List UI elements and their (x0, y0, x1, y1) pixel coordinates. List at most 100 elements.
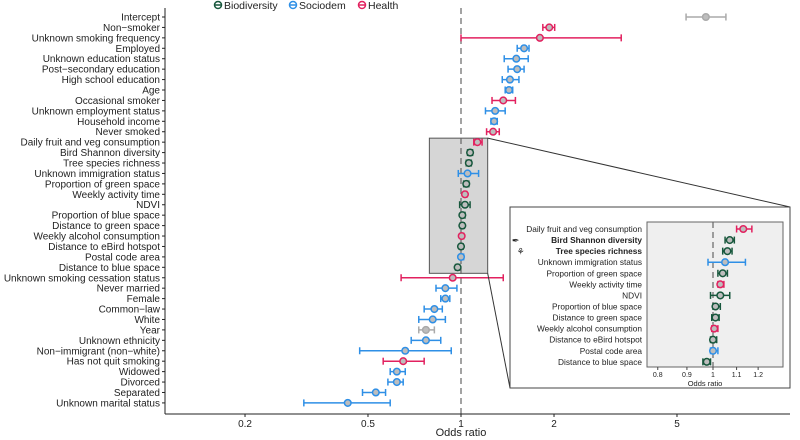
data-row (516, 44, 530, 53)
y-tick-label: Female (127, 294, 161, 305)
inset-row-label: Bird Shannon diversity (551, 235, 642, 245)
inset-row-label: Distance to eBird hotspot (549, 335, 642, 345)
point-estimate (462, 179, 471, 188)
data-row (507, 65, 525, 74)
point-estimate (392, 367, 401, 376)
inset-data-row (709, 291, 731, 300)
data-row (458, 211, 467, 220)
y-tick-label: Proportion of green space (45, 179, 161, 190)
inset-row-label: Tree species richness (556, 246, 643, 256)
data-row (361, 388, 387, 397)
x-tick-label: 2 (551, 419, 557, 430)
y-tick-label: Year (140, 325, 161, 336)
legend-label: Sociodem (299, 0, 346, 12)
y-tick-label: Age (142, 86, 160, 97)
point-estimate (460, 190, 470, 199)
inset-data-row (711, 302, 722, 311)
point-estimate (513, 65, 522, 74)
inset-plot: 0.8 0.9 1 1.1 1.2 Odds ratio Daily fruit and v… (487, 137, 791, 389)
y-tick-label: Divorced (121, 378, 160, 389)
data-row (503, 54, 529, 63)
y-tick-label: Separated (114, 388, 160, 399)
inset-row-label: Weekly alcohol consumption (537, 324, 642, 334)
point-estimate (456, 242, 466, 251)
point-estimate (512, 54, 521, 63)
point-estimate (421, 325, 430, 334)
y-tick-label: Occasional smoker (75, 96, 161, 107)
point-estimate (725, 236, 734, 245)
point-estimate (505, 75, 514, 84)
inset-data-row (707, 258, 747, 267)
point-estimate (401, 346, 410, 355)
y-tick-label: Bird Shannon diversity (60, 148, 160, 159)
zoom-connector-top (487, 137, 791, 208)
tree-icon: ⚘ (517, 247, 525, 257)
y-tick-label: Unknown marital status (56, 398, 160, 409)
data-row (456, 252, 466, 261)
inset-row-label: Proportion of green space (547, 268, 643, 278)
y-tick-label: Unknown ethnicity (79, 336, 160, 347)
point-estimate (545, 23, 554, 32)
data-row (484, 106, 506, 115)
point-estimate (421, 336, 430, 345)
point-estimate (428, 315, 437, 324)
point-estimate (499, 96, 508, 105)
y-tick-label: Household income (77, 117, 160, 128)
inset-data-row (735, 224, 753, 234)
legend-item-biodiversity: Biodiversity (213, 0, 278, 12)
y-tick-label: Intercept (121, 13, 160, 24)
inset-x-axis-label: Odds ratio (688, 379, 723, 388)
inset-data-row (708, 335, 718, 344)
x-tick-label: 0.5 (361, 419, 375, 430)
point-estimate (504, 85, 514, 95)
legend: Biodiversity Sociodem Health (213, 0, 399, 12)
data-row (358, 346, 453, 355)
data-row (504, 85, 514, 95)
point-estimate (441, 294, 450, 303)
y-tick-label: Post−secondary education (42, 65, 160, 76)
inset-data-row (711, 313, 720, 322)
inset-x-tick-label: 1.1 (732, 372, 742, 379)
inset-row-label: Weekly activity time (569, 279, 642, 289)
y-tick-label: Postal code area (85, 252, 160, 263)
data-row (389, 367, 406, 376)
point-estimate (710, 324, 719, 333)
point-estimate (453, 263, 462, 272)
y-tick-label: Non−immigrant (non−white) (37, 346, 160, 357)
point-estimate (491, 106, 500, 115)
y-tick-label: Distance to blue space (59, 263, 161, 274)
y-tick-label: Has not quit smoking (67, 357, 160, 368)
y-tick-label: Distance to green space (52, 221, 160, 232)
y-tick-label: Never smoked (96, 127, 160, 138)
y-tick-label: High school education (62, 75, 160, 86)
point-estimate (716, 291, 725, 300)
point-estimate (721, 258, 730, 267)
point-estimate (343, 398, 352, 407)
point-estimate (711, 302, 720, 311)
point-estimate (460, 200, 470, 209)
y-tick-label: NDVI (136, 200, 160, 211)
inset-data-row (708, 346, 719, 355)
inset-data-row (716, 280, 725, 289)
point-estimate (399, 357, 408, 366)
inset-row-label: Unknown immigration status (538, 257, 642, 267)
data-row (466, 148, 475, 157)
inset-row-label: Distance to blue space (558, 357, 642, 367)
point-estimate (458, 211, 467, 220)
data-row (382, 357, 425, 366)
data-row (410, 336, 442, 345)
data-row (418, 325, 436, 334)
inset-data-row (717, 269, 729, 278)
data-row (490, 117, 499, 126)
data-row (440, 294, 451, 303)
inset-x-tick-label: 0.8 (653, 372, 663, 379)
data-row (418, 315, 447, 324)
y-tick-label: Proportion of blue space (52, 211, 161, 222)
data-row (303, 398, 391, 407)
y-tick-label: Unknown employment status (32, 106, 160, 117)
data-row (460, 33, 622, 42)
y-tick-label: Unknown smoking cessation status (4, 273, 160, 284)
point-estimate (723, 247, 732, 256)
zoom-connector-bottom (487, 273, 511, 389)
inset-row-label: Distance to green space (553, 313, 643, 323)
